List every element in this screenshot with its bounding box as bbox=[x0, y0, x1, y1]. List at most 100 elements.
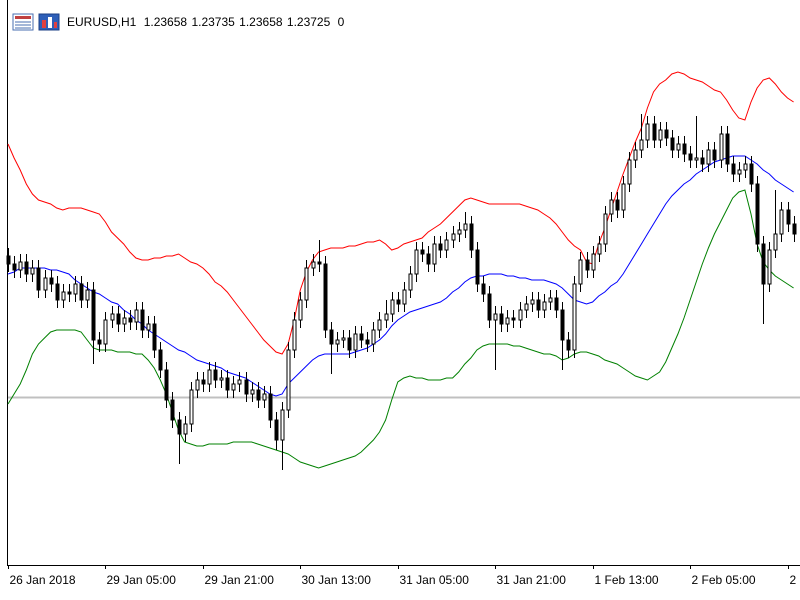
candle-body bbox=[79, 283, 84, 301]
candle-body bbox=[335, 339, 340, 345]
candle-body bbox=[347, 337, 352, 351]
candle-body bbox=[511, 317, 516, 321]
candle-body bbox=[377, 319, 382, 331]
candle-body bbox=[712, 149, 717, 161]
candle-body bbox=[767, 249, 772, 285]
candle-body bbox=[694, 157, 699, 161]
candle-body bbox=[615, 199, 620, 211]
x-tick-label: 2 Feb 21:00 bbox=[790, 573, 800, 587]
candle-body bbox=[146, 323, 151, 331]
candle-body bbox=[560, 309, 565, 341]
candle-body bbox=[536, 299, 541, 311]
candle-body bbox=[36, 267, 41, 291]
candle-body bbox=[268, 393, 273, 421]
candle-body bbox=[323, 263, 328, 331]
candle-body bbox=[591, 253, 596, 271]
candle-body bbox=[688, 153, 693, 161]
candle-body bbox=[402, 289, 407, 305]
candle-body bbox=[438, 243, 443, 251]
candle-body bbox=[67, 291, 72, 295]
candle-body bbox=[792, 223, 797, 235]
candle-body bbox=[585, 259, 590, 271]
candle-body bbox=[548, 297, 553, 303]
candle-body bbox=[152, 323, 157, 351]
candle-body bbox=[749, 163, 754, 185]
open-price: 1.23658 bbox=[144, 15, 188, 29]
candle-body bbox=[475, 249, 480, 285]
candle-body bbox=[542, 301, 547, 311]
candle-body bbox=[572, 283, 577, 351]
x-tick-label: 31 Jan 05:00 bbox=[400, 573, 470, 587]
candle-body bbox=[103, 319, 108, 345]
candle-body bbox=[256, 389, 261, 401]
candle-body bbox=[213, 369, 218, 381]
candle-body bbox=[432, 243, 437, 265]
candle-body bbox=[280, 409, 285, 441]
candle-body bbox=[670, 137, 675, 151]
candle-body bbox=[177, 419, 182, 435]
icon-bar bbox=[15, 16, 31, 19]
candle-body bbox=[505, 317, 510, 325]
candle-body bbox=[408, 273, 413, 291]
candle-body bbox=[30, 267, 35, 275]
candle-body bbox=[645, 123, 650, 141]
candle-body bbox=[128, 317, 133, 323]
candle-body bbox=[73, 283, 78, 295]
candle-body bbox=[493, 313, 498, 321]
candle-body bbox=[195, 379, 200, 391]
candle-body bbox=[396, 299, 401, 305]
close-price: 1.23725 bbox=[287, 15, 331, 29]
candle-body bbox=[189, 389, 194, 425]
candle-body bbox=[43, 277, 48, 291]
candle-body bbox=[706, 149, 711, 165]
candle-body bbox=[457, 229, 462, 235]
candle-body bbox=[603, 213, 608, 245]
candle-body bbox=[524, 303, 529, 311]
candle-body bbox=[371, 329, 376, 345]
candle-body bbox=[779, 209, 784, 235]
candle-body bbox=[329, 329, 334, 345]
candle-body bbox=[609, 199, 614, 215]
candle-body bbox=[24, 261, 29, 275]
candle-body bbox=[274, 419, 279, 441]
candle-body bbox=[262, 393, 267, 401]
candle-body bbox=[444, 239, 449, 251]
candle-body bbox=[207, 369, 212, 385]
candle-body bbox=[414, 249, 419, 275]
candle-body bbox=[359, 333, 364, 341]
candle-body bbox=[158, 349, 163, 371]
x-tick-label: 29 Jan 05:00 bbox=[107, 573, 177, 587]
candle-body bbox=[6, 255, 11, 265]
candle-body bbox=[743, 163, 748, 171]
candle-body bbox=[566, 339, 571, 351]
candle-body bbox=[244, 379, 249, 395]
candle-body bbox=[219, 377, 224, 381]
candle-body bbox=[250, 389, 255, 395]
candle-body bbox=[122, 317, 127, 325]
high-price: 1.23735 bbox=[191, 15, 235, 29]
candle-body bbox=[658, 129, 663, 141]
candle-body bbox=[499, 313, 504, 325]
x-tick-label: 31 Jan 21:00 bbox=[497, 573, 567, 587]
candle-body bbox=[481, 283, 486, 295]
symbol: EURUSD,H1 bbox=[67, 15, 137, 29]
candle-body bbox=[621, 183, 626, 211]
candle-body bbox=[298, 299, 303, 321]
band-line bbox=[7, 189, 794, 469]
candle-body bbox=[390, 299, 395, 315]
candle-body bbox=[761, 243, 766, 285]
x-tick-label: 26 Jan 2018 bbox=[10, 573, 76, 587]
x-tick-label: 30 Jan 13:00 bbox=[302, 573, 372, 587]
candle-body bbox=[231, 383, 236, 391]
candle-body bbox=[384, 313, 389, 321]
candle-body bbox=[773, 233, 778, 251]
icon-bar bbox=[42, 20, 46, 28]
candle-body bbox=[134, 309, 139, 323]
candle-body bbox=[420, 249, 425, 255]
x-tick-label: 1 Feb 13:00 bbox=[595, 573, 659, 587]
candle-body bbox=[18, 261, 23, 271]
candle-body bbox=[237, 379, 242, 385]
candle-body bbox=[463, 223, 468, 231]
